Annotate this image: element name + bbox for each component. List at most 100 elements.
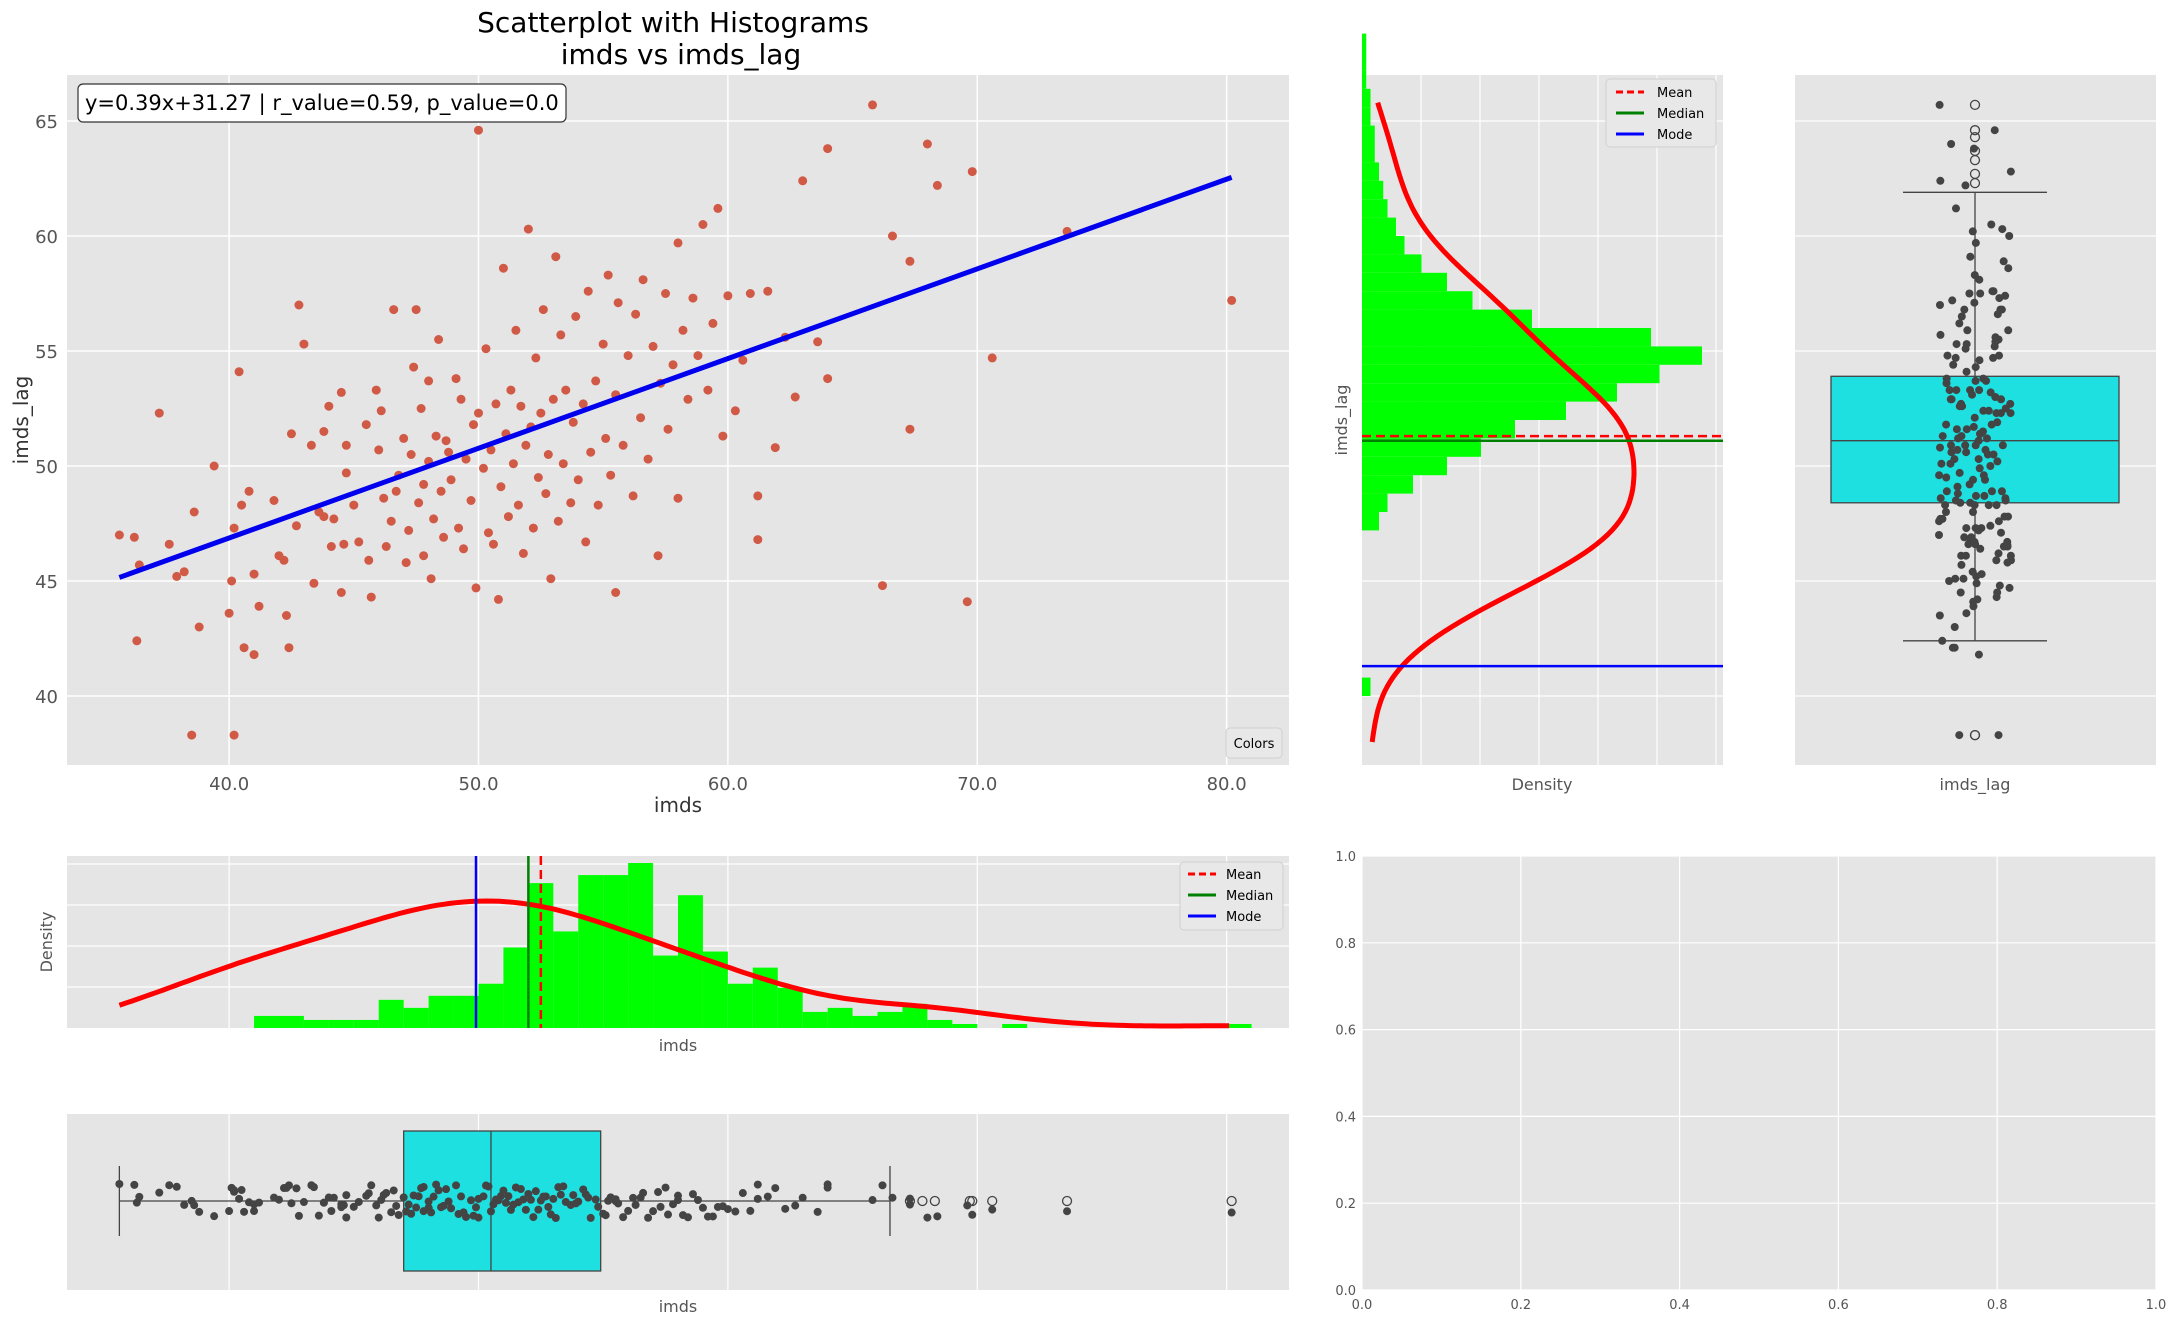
scatter-point [581,537,591,547]
strip-point [614,1199,623,1208]
strip-point [452,1181,461,1190]
strip-point [1989,353,1998,362]
outlier-marker [1969,99,1981,111]
strip-point [1972,579,1981,588]
strip-point [1961,551,1970,560]
strip-point [2000,512,2009,521]
scatter-point [538,305,548,315]
strip-point [1946,395,1955,404]
strip-point [584,1193,593,1202]
strip-point [1962,425,1971,434]
hist-y-ylabel: imds_lag [1332,385,1352,456]
strip-point [486,1207,495,1216]
scatter-point [429,514,439,524]
scatter-point [187,730,197,740]
strip-point [1977,570,1986,579]
scatter-point [551,252,561,262]
strip-point [1961,441,1970,450]
strip-point [923,1213,932,1222]
strip-point [1935,611,1944,620]
scatter-point [391,486,401,496]
scatter-point [673,238,683,248]
regression-annotation: y=0.39x+31.27 | r_value=0.59, p_value=0.… [85,91,559,116]
strip-point [1935,517,1944,526]
scatter-point [661,289,671,298]
strip-point [1936,176,1945,185]
strip-point [1951,574,1960,583]
strip-point [342,1191,351,1200]
y-tick-label: 0.2 [1335,1197,1356,1212]
strip-point [1970,298,1979,307]
hist-bar [877,1011,903,1028]
hist-bar [1362,107,1371,126]
scatter-point [486,445,496,455]
x-tick-label: 80.0 [1207,774,1247,795]
scatter-point [523,224,533,234]
strip-point [933,1212,942,1221]
scatter-point [279,555,289,565]
y-tick-label: 55 [35,342,58,363]
kde-curve [118,898,1230,1029]
strip-point [1994,731,2003,740]
scatter-point [341,440,351,450]
strip-point [1971,376,1980,385]
outlier-marker [1969,125,1981,136]
scatter-point [361,420,371,430]
strip-point [639,1188,648,1197]
outlier-marker [987,1195,998,1207]
scatter-point [583,286,593,296]
hist-bar [802,1011,828,1028]
scatter-point [868,100,878,110]
scatter-point [424,376,434,386]
strip-point [187,1196,196,1205]
scatter-point [416,404,426,413]
x-tick-label: 40.0 [209,774,249,795]
strip-point [1998,225,2007,234]
scatter-point [593,500,603,510]
hist-bar [1362,125,1375,144]
scatter-point [763,286,773,296]
strip-point [878,1181,887,1190]
scatter-point [239,643,249,653]
scatter-point [606,470,616,480]
strip-point [1965,289,1974,298]
strip-point [1970,413,1979,422]
scatter-point [508,459,518,469]
x-tick-label: 0.6 [1828,1298,1849,1313]
strip-point [1063,1207,1072,1216]
strip-point [888,1193,897,1202]
strip-point [1937,459,1946,468]
scatter-point [336,387,346,397]
scatter-point [673,493,683,503]
strip-point [1975,429,1984,438]
strip-point [235,1194,244,1203]
strip-point [1993,310,2002,319]
strip-point [1936,494,1945,503]
strip-point [1942,379,1951,388]
hist-bar [1362,438,1481,457]
strip-point [1982,434,1991,443]
strip-point [624,1206,633,1215]
scatter-point [426,574,436,584]
scatter-point [753,535,763,545]
strip-point [1936,330,1945,339]
hist-bar [1362,420,1515,439]
strip-point [738,1189,747,1198]
scatter-point [444,447,454,457]
strip-point [2006,409,2015,418]
scatter-point [770,443,780,453]
hist-x-legend: Mean Median Mode [1179,861,1284,931]
strip-point [746,1206,755,1215]
strip-point [374,1213,383,1222]
strip-point [753,1194,762,1203]
strip-point [813,1207,822,1216]
scatter-point [386,516,396,526]
outlier-marker [929,1195,941,1207]
hist-bar [1362,217,1396,236]
strip-point [1997,528,2006,537]
strip-point [1949,360,1958,369]
scatter-point [406,450,416,459]
strip-point [791,1201,800,1210]
hist-bar [653,955,678,1028]
scatter-point [790,392,800,402]
